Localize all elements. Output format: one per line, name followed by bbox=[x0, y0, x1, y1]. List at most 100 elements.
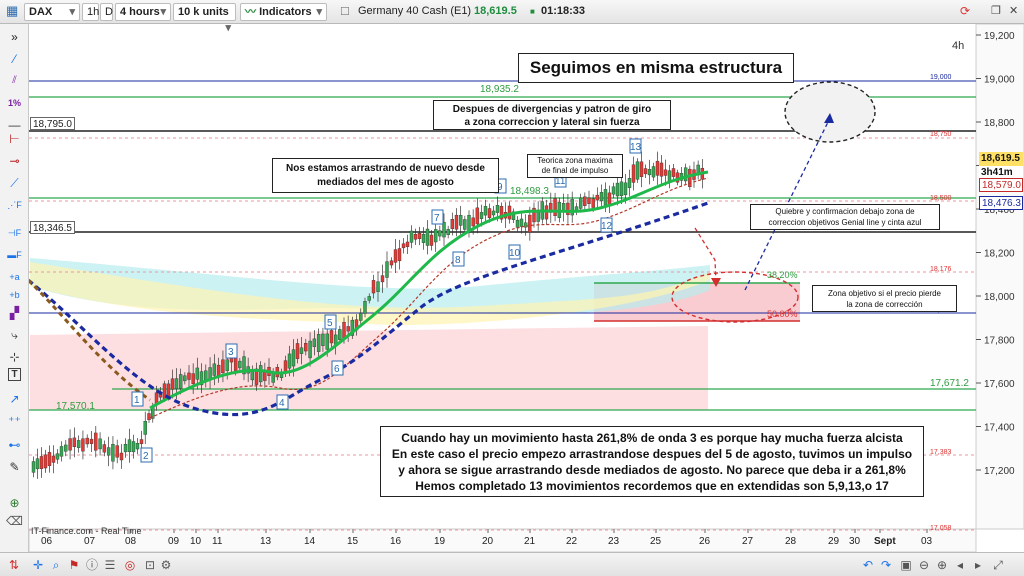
level-label-17671: 17,671.2 bbox=[930, 378, 969, 389]
level-label-18500: 18,500 bbox=[930, 195, 952, 202]
wave-label-box bbox=[324, 314, 337, 330]
time-tick-label: 09 bbox=[168, 536, 180, 547]
text-line-icon[interactable]: ⊢ bbox=[9, 132, 20, 146]
eraser-icon[interactable]: ⌫ bbox=[6, 514, 23, 528]
candle-body bbox=[371, 280, 376, 294]
candle-body bbox=[528, 214, 532, 233]
tf-1h-button[interactable]: 1h bbox=[82, 3, 99, 21]
candle-body bbox=[389, 260, 394, 266]
candle-body bbox=[55, 453, 60, 460]
text-tool-icon[interactable]: T bbox=[8, 368, 21, 381]
candle-body bbox=[291, 349, 296, 367]
time-axis-panel bbox=[29, 528, 977, 552]
list-icon[interactable]: ☰ bbox=[104, 558, 116, 572]
measure-icon[interactable]: ⊹ bbox=[9, 350, 20, 364]
zoom-in-icon[interactable]: ⊕ bbox=[936, 558, 948, 572]
candle-body bbox=[647, 169, 652, 176]
indicators-button[interactable]: 〰 Indicators ▾ bbox=[240, 3, 327, 21]
target-zone-annotation[interactable]: Zona objetivo si el precio pierde la zon… bbox=[812, 285, 957, 312]
time-tick-label: 28 bbox=[785, 536, 797, 547]
close-icon[interactable]: ✕ bbox=[1009, 5, 1019, 17]
grid-menu-icon[interactable]: ▦ bbox=[6, 3, 19, 18]
candle-body bbox=[154, 392, 159, 404]
title-annotation[interactable]: Seguimos en misma estructura bbox=[518, 53, 794, 83]
candle-body bbox=[111, 444, 115, 462]
redo-icon[interactable]: ↷ bbox=[880, 558, 892, 572]
candle-body bbox=[216, 364, 221, 376]
price-tick-label: 17,800 bbox=[984, 336, 1015, 347]
timeframe-selector[interactable]: 4 hours ▾ bbox=[115, 3, 171, 21]
candle-body bbox=[655, 160, 660, 176]
line-tool-icon[interactable]: ⁄ bbox=[13, 52, 16, 66]
candle-body bbox=[135, 443, 140, 450]
dragging-annotation[interactable]: Nos estamos arrastrando de nuevo desde m… bbox=[272, 158, 499, 193]
candle-body bbox=[338, 329, 342, 340]
wave-label: 1 bbox=[134, 395, 140, 406]
candle-body bbox=[258, 365, 263, 383]
cursor-icon[interactable]: ✛ bbox=[32, 558, 44, 572]
brush-icon[interactable]: ✎ bbox=[9, 460, 20, 474]
candle-body bbox=[599, 192, 604, 202]
cross-tool-icon[interactable]: ⁺⁺ bbox=[8, 414, 21, 428]
candle-body bbox=[438, 230, 442, 237]
window-restore-icon[interactable]: ❐ bbox=[991, 5, 1001, 17]
ruler-icon[interactable]: ▞ bbox=[9, 306, 20, 320]
arrow-tool-icon[interactable]: ↗ bbox=[9, 392, 20, 406]
info-icon[interactable]: ⓘ bbox=[85, 558, 98, 572]
level-label-17058: 17,058 bbox=[930, 525, 952, 532]
break-below-annotation[interactable]: Quiebre y confirmacion debajo zona de co… bbox=[750, 204, 940, 230]
candle-body bbox=[683, 167, 688, 182]
lock-icon[interactable]: ⊡ bbox=[144, 558, 156, 572]
ray-icon[interactable]: ⊸ bbox=[9, 154, 20, 168]
units-selector[interactable]: 10 k units ▾ bbox=[173, 3, 236, 34]
add-indicator-icon[interactable]: ⊕ bbox=[9, 496, 20, 510]
fib-time-icon[interactable]: ▬F bbox=[7, 250, 22, 260]
summary-annotation[interactable]: Cuando hay un movimiento hasta 261,8% de… bbox=[380, 426, 924, 497]
level-label-18795: 18,795.0 bbox=[30, 117, 75, 130]
horizontal-line-icon[interactable]: — bbox=[8, 118, 21, 132]
price-chart[interactable]: 19,20019,00018,80018,60018,40018,20018,0… bbox=[29, 24, 1024, 552]
fib-fan-icon[interactable]: ⋰F bbox=[7, 200, 22, 210]
expand-icon[interactable]: » bbox=[11, 30, 18, 44]
channel-tool-icon[interactable]: ⫽ bbox=[12, 75, 17, 86]
connect-tool-icon[interactable]: ⊷ bbox=[8, 438, 21, 452]
last-price-tag: 18,619.5 bbox=[979, 152, 1023, 166]
level-label-17383: 17,383 bbox=[930, 449, 952, 456]
candle-body bbox=[380, 275, 385, 283]
magnet-icon[interactable]: ◎ bbox=[124, 558, 136, 572]
fibonacci-tool-icon[interactable]: 1% bbox=[7, 98, 21, 108]
fib-arc-icon[interactable]: ⊣F bbox=[7, 228, 22, 238]
fan-tool-icon[interactable]: ⟋ bbox=[10, 176, 19, 190]
candle-body bbox=[166, 383, 171, 397]
candle-body bbox=[359, 312, 363, 321]
symbol-selector[interactable]: DAX ▾ bbox=[24, 3, 80, 21]
screenshot-icon[interactable]: ▣ bbox=[900, 558, 912, 572]
candle-body bbox=[299, 347, 304, 354]
fit-icon[interactable]: ⤢ bbox=[993, 558, 1003, 572]
elliott-wave-icon[interactable]: +a bbox=[9, 272, 20, 282]
tf-d-button[interactable]: D bbox=[100, 3, 113, 21]
zoom-out-icon[interactable]: ⊖ bbox=[918, 558, 930, 572]
settings-icon[interactable]: ⚙ bbox=[160, 558, 172, 572]
wave-label-box bbox=[225, 343, 238, 359]
elliott-corrective-icon[interactable]: +b bbox=[9, 290, 20, 300]
scroll-right-icon[interactable]: ▸ bbox=[974, 558, 982, 572]
scroll-left-icon[interactable]: ◂ bbox=[956, 558, 964, 572]
alert-icon[interactable]: ⚑ bbox=[68, 558, 80, 572]
refresh-icon[interactable]: ⟳ bbox=[960, 4, 971, 18]
pen-tool-icon[interactable]: ⤷ bbox=[11, 328, 18, 342]
sell-icon[interactable]: ⇅ bbox=[8, 558, 20, 572]
candle-body bbox=[429, 234, 434, 246]
countdown-tag: 3h41m bbox=[979, 166, 1023, 180]
zoom-icon[interactable]: ⌕ bbox=[52, 558, 60, 572]
divergence-annotation[interactable]: Despues de divergencias y patron de giro… bbox=[433, 100, 671, 130]
candle-body bbox=[346, 326, 350, 332]
undo-icon[interactable]: ↶ bbox=[862, 558, 874, 572]
projection-arrow-up bbox=[744, 117, 831, 291]
max-zone-annotation[interactable]: Teorica zona maxima de final de impulso bbox=[527, 154, 623, 178]
candle-body bbox=[342, 322, 346, 339]
wave-label: 11 bbox=[555, 176, 566, 187]
price-tick-label: 17,200 bbox=[984, 466, 1015, 477]
target-ellipse-bottom bbox=[671, 271, 799, 323]
candle-body bbox=[688, 168, 692, 187]
